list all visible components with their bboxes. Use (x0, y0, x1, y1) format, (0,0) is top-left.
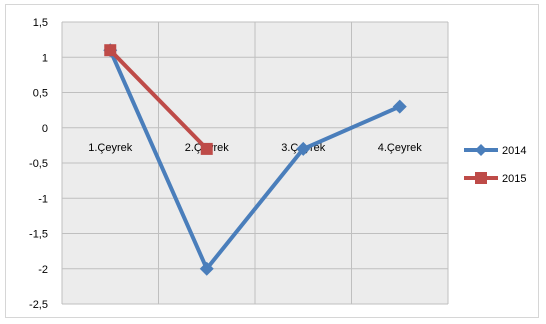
y-axis-tick-labels: 1,5 1 0,5 0 -0,5 -1 -1,5 -2 -2,5 (29, 17, 48, 311)
gridlines (61, 21, 449, 305)
legend-marker (475, 172, 487, 184)
data-point-2014 (199, 261, 214, 276)
category-label: 1.Çeyrek (88, 142, 133, 154)
y-tick-label: -0,5 (29, 158, 48, 170)
data-point-2014 (296, 141, 311, 156)
category-label: 4.Çeyrek (378, 142, 423, 154)
series-line-2014 (108, 49, 401, 271)
series-group (103, 43, 407, 276)
y-tick-label: 0,5 (33, 88, 48, 100)
data-point-2015 (200, 142, 213, 155)
legend-marker (475, 144, 487, 156)
data-point-2014 (392, 99, 407, 114)
y-tick-label: -1,5 (29, 229, 48, 241)
y-tick-label: -1 (38, 193, 48, 205)
y-tick-label: 1 (42, 52, 48, 64)
legend: 2014 2015 (464, 144, 526, 185)
data-point-2015 (104, 44, 117, 57)
y-tick-label: -2 (38, 264, 48, 276)
y-tick-label: 1,5 (33, 17, 48, 29)
legend-label-2014: 2014 (502, 145, 526, 157)
legend-label-2015: 2015 (502, 173, 526, 185)
series-line-2015 (108, 48, 209, 151)
y-tick-label: 0 (42, 123, 48, 135)
y-tick-label: -2,5 (29, 299, 48, 311)
